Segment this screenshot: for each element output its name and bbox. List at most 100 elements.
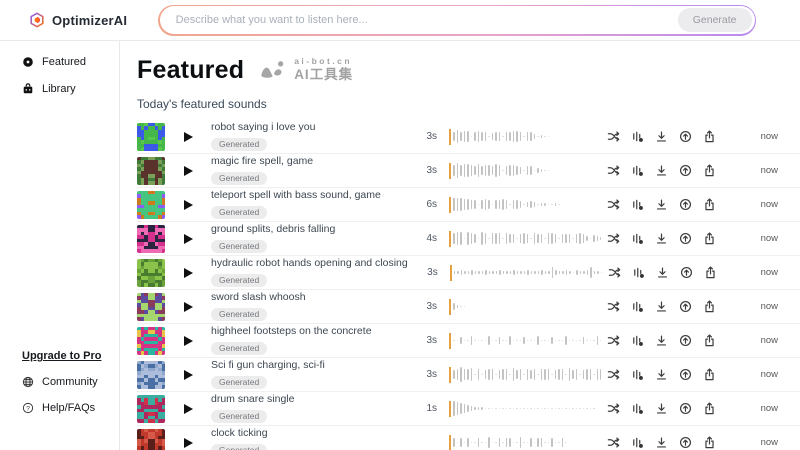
download-icon[interactable] [655,130,668,143]
download-icon[interactable] [655,368,668,381]
play-button[interactable] [165,369,211,380]
play-button[interactable] [165,165,211,176]
thumbnail-pixel [158,326,162,330]
levels-icon[interactable] [632,266,645,279]
share-icon[interactable] [703,436,716,449]
play-button[interactable] [165,301,211,312]
download-icon[interactable] [655,198,668,211]
prompt-input[interactable] [173,13,678,27]
waveform[interactable] [449,297,601,317]
circle-up-icon[interactable] [679,436,692,449]
shuffle-icon[interactable] [608,266,621,279]
circle-up-icon[interactable] [679,130,692,143]
share-icon[interactable] [704,266,717,279]
generate-button[interactable]: Generate [677,8,752,32]
waveform-bar [456,402,458,415]
thumbnail-pixel [144,228,148,232]
download-icon[interactable] [655,334,668,347]
waveform[interactable] [449,433,601,450]
shuffle-icon[interactable] [607,368,620,381]
waveform[interactable] [449,195,601,215]
levels-icon[interactable] [631,402,644,415]
thumbnail-pixel [158,163,162,167]
download-icon[interactable] [655,436,668,449]
circle-up-icon[interactable] [679,198,692,211]
waveform[interactable] [449,229,601,249]
waveform[interactable] [449,399,601,419]
waveform[interactable] [449,331,601,351]
play-button[interactable] [165,131,211,142]
shuffle-icon[interactable] [607,130,620,143]
waveform-bar [544,169,546,172]
levels-icon[interactable] [631,436,644,449]
waveform[interactable] [449,365,601,385]
play-button[interactable] [165,267,211,278]
thumbnail-pixel [140,371,144,375]
sidebar-item-featured[interactable]: Featured [22,56,119,68]
levels-icon[interactable] [631,164,644,177]
thumbnail-pixel [151,245,155,249]
play-button[interactable] [165,233,211,244]
shuffle-icon[interactable] [607,232,620,245]
share-icon[interactable] [703,402,716,415]
top-bar: OptimizerAI Generate [0,0,800,41]
waveform-bar [505,407,507,410]
circle-up-icon[interactable] [679,402,692,415]
timestamp-label: now [760,267,778,278]
waveform-bar [519,339,521,342]
waveform[interactable] [449,127,601,147]
circle-up-icon[interactable] [679,232,692,245]
play-button[interactable] [165,437,211,448]
share-icon[interactable] [703,232,716,245]
sidebar-item-library[interactable]: Library [22,83,119,95]
thumbnail-pixel [144,224,148,228]
share-icon[interactable] [703,164,716,177]
download-icon[interactable] [655,232,668,245]
thumbnail-pixel [161,317,165,321]
playhead-bar [449,298,451,315]
sidebar-item-help[interactable]: ? Help/FAQs [22,402,119,414]
shuffle-icon[interactable] [607,198,620,211]
download-icon[interactable] [655,402,668,415]
circle-up-icon[interactable] [679,164,692,177]
play-button[interactable] [165,403,211,414]
share-icon[interactable] [703,198,716,211]
waveform-bar [498,407,500,410]
levels-icon[interactable] [631,300,644,313]
waveform-bar [537,407,539,410]
share-icon[interactable] [703,300,716,313]
levels-icon[interactable] [631,130,644,143]
play-button[interactable] [165,335,211,346]
download-icon[interactable] [656,266,669,279]
upgrade-to-pro-link[interactable]: Upgrade to Pro [22,350,102,362]
sidebar-item-community[interactable]: Community [22,376,119,388]
share-icon[interactable] [703,130,716,143]
waveform[interactable] [449,161,601,181]
share-icon[interactable] [703,334,716,347]
circle-up-icon[interactable] [679,334,692,347]
circle-up-icon[interactable] [680,266,693,279]
levels-icon[interactable] [631,198,644,211]
thumbnail-pixel [140,272,144,276]
thumbnail-pixel [154,177,158,181]
play-button[interactable] [165,199,211,210]
levels-icon[interactable] [631,368,644,381]
shuffle-icon[interactable] [607,436,620,449]
share-icon[interactable] [703,368,716,381]
waveform-bar [554,369,556,380]
shuffle-icon[interactable] [607,300,620,313]
download-icon[interactable] [655,164,668,177]
shuffle-icon[interactable] [607,334,620,347]
levels-icon[interactable] [631,334,644,347]
thumbnail-pixel [137,381,141,385]
shuffle-icon[interactable] [607,164,620,177]
shuffle-icon[interactable] [607,402,620,415]
circle-up-icon[interactable] [679,300,692,313]
levels-icon[interactable] [631,232,644,245]
waveform-bar [512,441,514,444]
download-icon[interactable] [655,300,668,313]
waveform-bar [558,270,561,275]
thumbnail-pixel [140,238,144,242]
waveform[interactable] [449,263,602,283]
circle-up-icon[interactable] [679,368,692,381]
